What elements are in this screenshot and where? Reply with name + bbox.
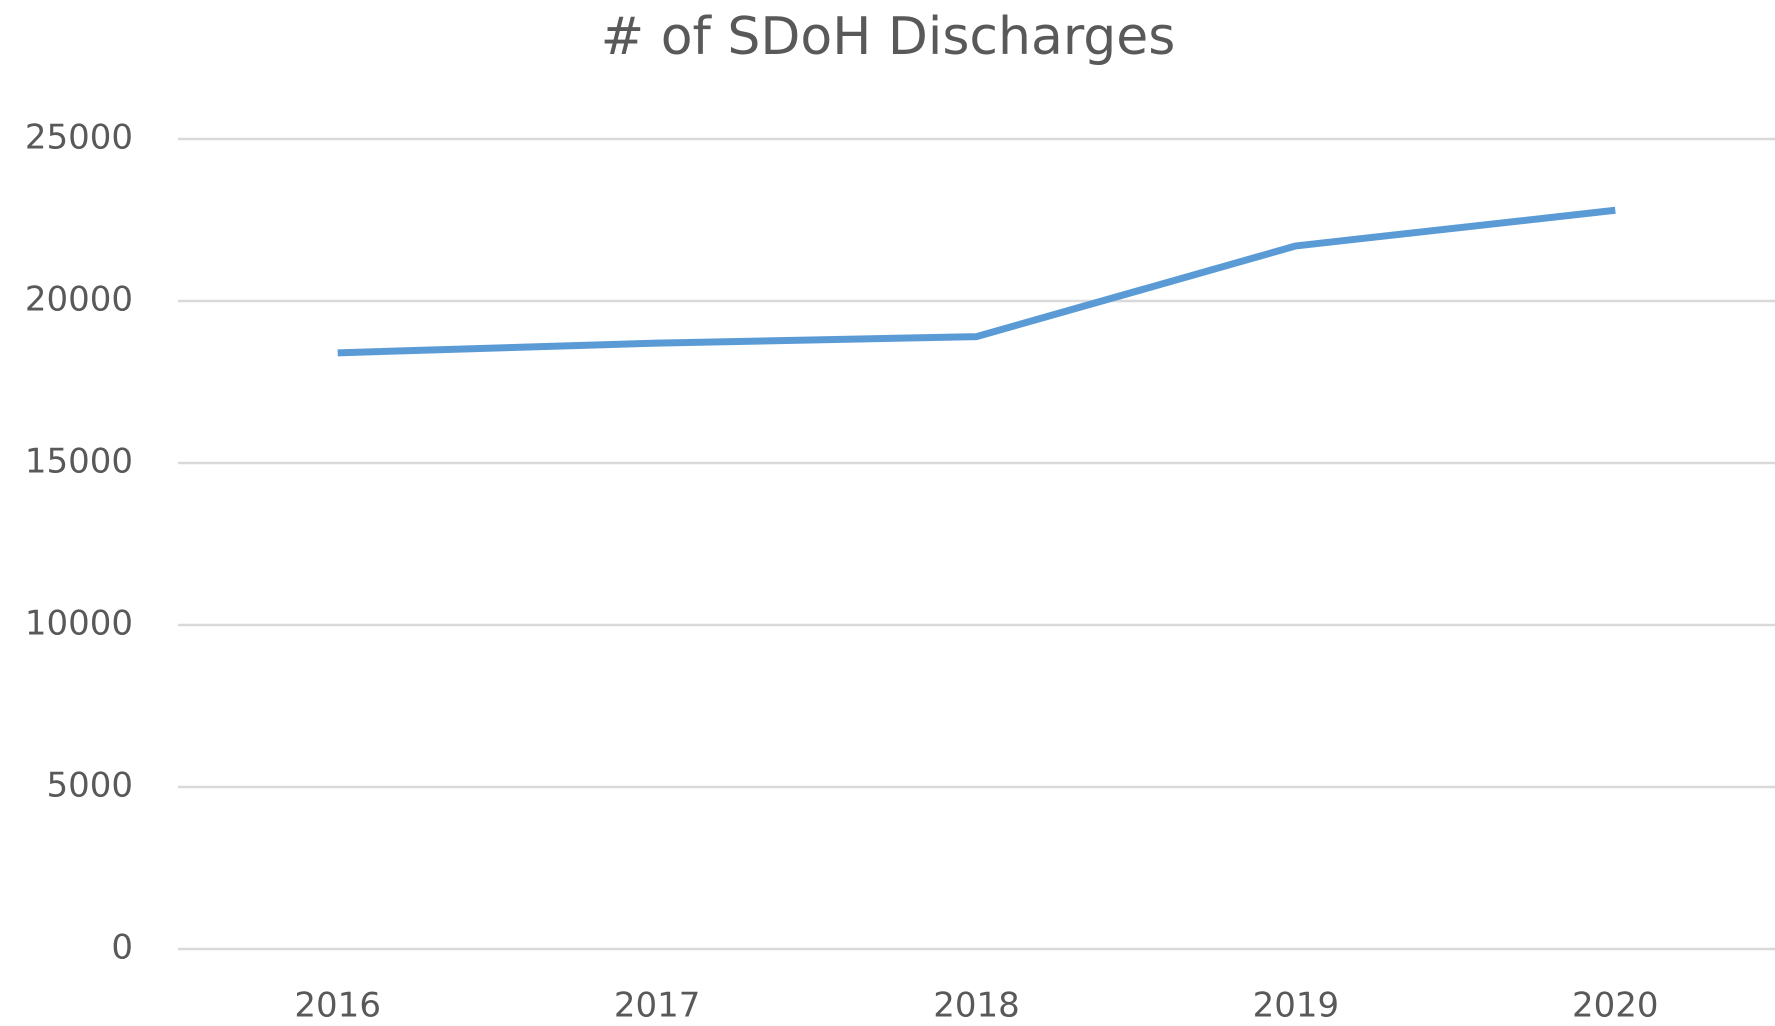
x-tick-label: 2019 xyxy=(1253,986,1340,1026)
x-tick-label: 2018 xyxy=(933,986,1020,1026)
data-line xyxy=(337,206,1616,357)
y-tick-label: 5000 xyxy=(46,766,133,806)
y-tick-label: 20000 xyxy=(25,280,133,320)
y-tick-label: 15000 xyxy=(25,442,133,482)
chart-title: # of SDoH Discharges xyxy=(601,7,1176,67)
y-tick-label: 0 xyxy=(111,928,133,968)
y-tick-label: 25000 xyxy=(25,118,133,158)
x-tick-label: 2016 xyxy=(294,986,381,1026)
x-tick-label: 2017 xyxy=(614,986,701,1026)
x-tick-label: 2020 xyxy=(1572,986,1659,1026)
y-tick-label: 10000 xyxy=(25,604,133,644)
